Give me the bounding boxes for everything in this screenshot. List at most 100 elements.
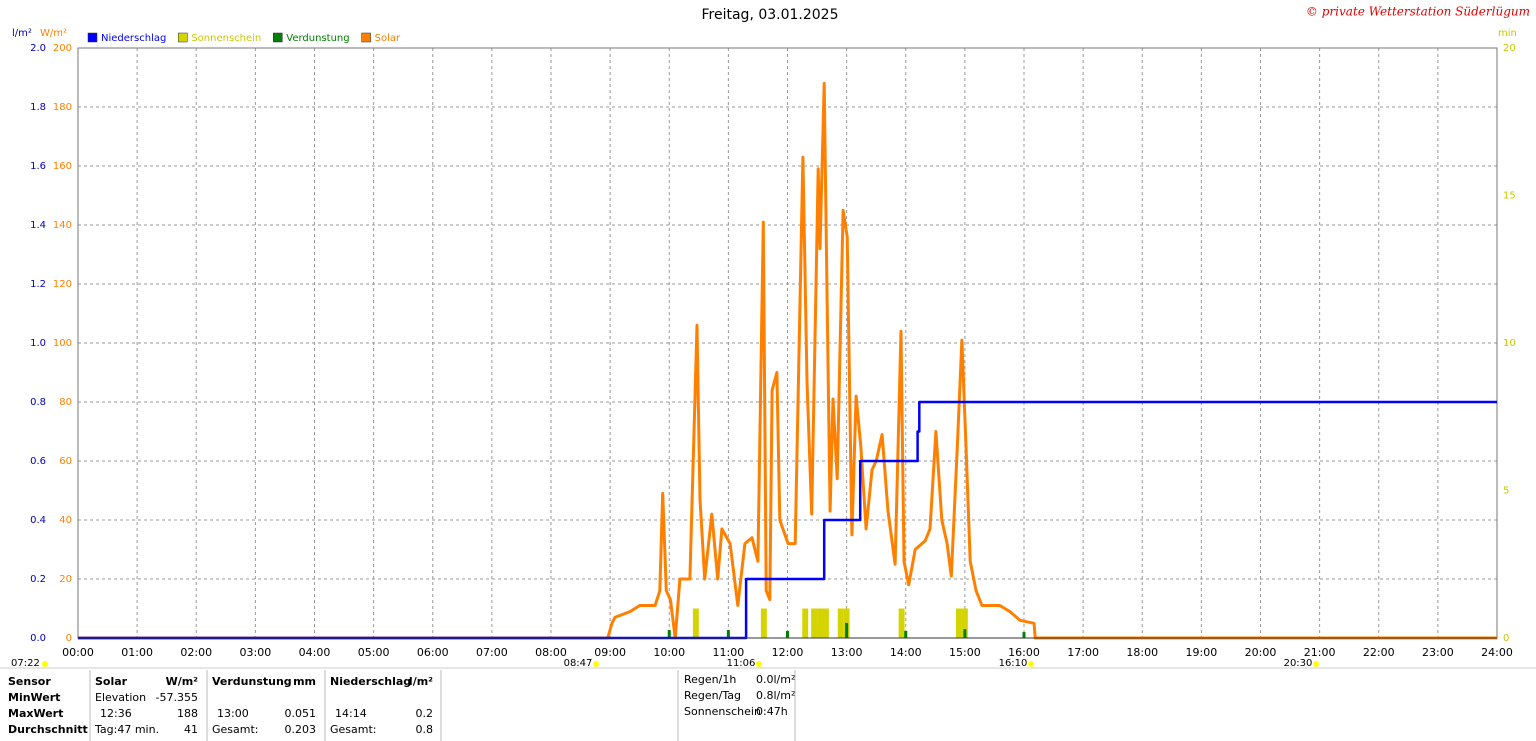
event-marker: [1313, 661, 1319, 667]
y3-tick-label: 0: [1503, 633, 1509, 644]
x-tick-label: 07:00: [476, 646, 508, 659]
bar: [760, 608, 767, 638]
event-label: 08:47: [564, 658, 593, 669]
bar: [667, 630, 671, 638]
copyright: © private Wetterstation Süderlügum: [1306, 5, 1530, 19]
x-tick-label: 22:00: [1363, 646, 1395, 659]
x-tick-label: 09:00: [594, 646, 626, 659]
x-tick-label: 00:00: [62, 646, 94, 659]
bar: [786, 630, 789, 638]
event-marker: [1028, 661, 1034, 667]
bar: [1022, 632, 1026, 638]
x-tick-label: 23:00: [1422, 646, 1454, 659]
bar: [961, 608, 968, 638]
x-tick-label: 06:00: [417, 646, 449, 659]
y-tick-label: 1.0: [30, 338, 46, 349]
summary-key: Regen/Tag: [684, 689, 741, 702]
stat-key: Elevation: [95, 691, 146, 704]
stat-header: Niederschlag: [330, 675, 411, 688]
x-tick-label: 20:00: [1245, 646, 1277, 659]
stat-value: -57.355: [156, 691, 198, 704]
x-tick-label: 05:00: [358, 646, 390, 659]
stat-unit: mm: [293, 675, 316, 688]
summary-value: 0.0l/m²: [756, 673, 795, 686]
stat-header: Verdunstung: [212, 675, 292, 688]
stat-value: 188: [177, 707, 198, 720]
stat-value: 0.051: [285, 707, 317, 720]
y2-tick-label: 160: [53, 161, 72, 172]
x-tick-label: 15:00: [949, 646, 981, 659]
stat-label: Durchschnitt: [8, 723, 88, 736]
legend-swatch: [178, 32, 188, 43]
y3-axis-label: min: [1498, 28, 1517, 39]
y2-tick-label: 100: [53, 338, 72, 349]
y2-axis-label: W/m²: [40, 28, 67, 39]
summary-key: Regen/1h: [684, 673, 736, 686]
stat-key: Gesamt:: [212, 723, 259, 736]
x-tick-label: 21:00: [1304, 646, 1336, 659]
stat-unit: W/m²: [166, 675, 199, 688]
x-tick-label: 11:00: [713, 646, 745, 659]
bar: [963, 629, 967, 638]
stat-value: 0.2: [416, 707, 434, 720]
stat-key: 12:36: [100, 707, 132, 720]
x-tick-label: 17:00: [1067, 646, 1099, 659]
legend-swatch: [361, 32, 371, 43]
y2-tick-label: 40: [59, 515, 72, 526]
y-tick-label: 1.8: [30, 102, 46, 113]
y-tick-label: 1.4: [30, 220, 46, 231]
summary-value: 0:47h: [756, 705, 788, 718]
bar: [956, 608, 962, 638]
x-tick-label: 03:00: [240, 646, 272, 659]
line: [78, 81, 1497, 640]
table-dividers: [89, 670, 796, 741]
stat-key: Gesamt:: [330, 723, 377, 736]
legend-label: Solar: [375, 33, 401, 44]
y3-tick-label: 15: [1503, 191, 1516, 202]
x-tick-label: 08:00: [535, 646, 567, 659]
legend-label: Verdunstung: [286, 33, 349, 44]
event-marker: [756, 661, 762, 667]
y-tick-label: 2.0: [30, 43, 46, 54]
legend-label: Sonnenschein: [191, 33, 261, 44]
y-tick-label: 0.6: [30, 456, 46, 467]
bar: [845, 622, 849, 638]
bar: [692, 608, 699, 638]
bar: [726, 630, 730, 638]
x-tick-label: 12:00: [772, 646, 804, 659]
bar: [817, 608, 823, 638]
y3-tick-label: 10: [1503, 338, 1516, 349]
y3-tick-label: 20: [1503, 43, 1516, 54]
x-tick-label: 02:00: [180, 646, 212, 659]
y2-tick-label: 200: [53, 43, 72, 54]
x-tick-label: 19:00: [1186, 646, 1218, 659]
stat-header: Solar: [95, 675, 128, 688]
stat-label: MinWert: [8, 691, 60, 704]
x-tick-label: 24:00: [1481, 646, 1513, 659]
event-label: 16:10: [999, 658, 1028, 669]
bar: [822, 608, 829, 638]
y-tick-label: 0.0: [30, 633, 46, 644]
x-tick-label: 18:00: [1126, 646, 1158, 659]
y3-tick-label: 5: [1503, 486, 1509, 497]
bar: [811, 608, 818, 638]
stat-value: 0.8: [416, 723, 434, 736]
y2-tick-label: 60: [59, 456, 72, 467]
event-label: 07:22: [11, 658, 40, 669]
x-tick-label: 13:00: [831, 646, 863, 659]
y-tick-label: 0.8: [30, 397, 46, 408]
stat-label: Sensor: [8, 675, 51, 688]
y2-tick-label: 0: [66, 633, 72, 644]
y-tick-label: 0.2: [30, 574, 46, 585]
event-label: 11:06: [727, 658, 756, 669]
y2-tick-label: 180: [53, 102, 72, 113]
legend-swatch: [273, 32, 283, 43]
x-tick-label: 10:00: [653, 646, 685, 659]
event-label: 20:30: [1284, 658, 1313, 669]
summary-key: Sonnenschein: [684, 705, 761, 718]
stat-value: 0.203: [285, 723, 317, 736]
bar: [802, 608, 809, 638]
y-tick-label: 0.4: [30, 515, 46, 526]
legend-swatch: [87, 32, 98, 43]
